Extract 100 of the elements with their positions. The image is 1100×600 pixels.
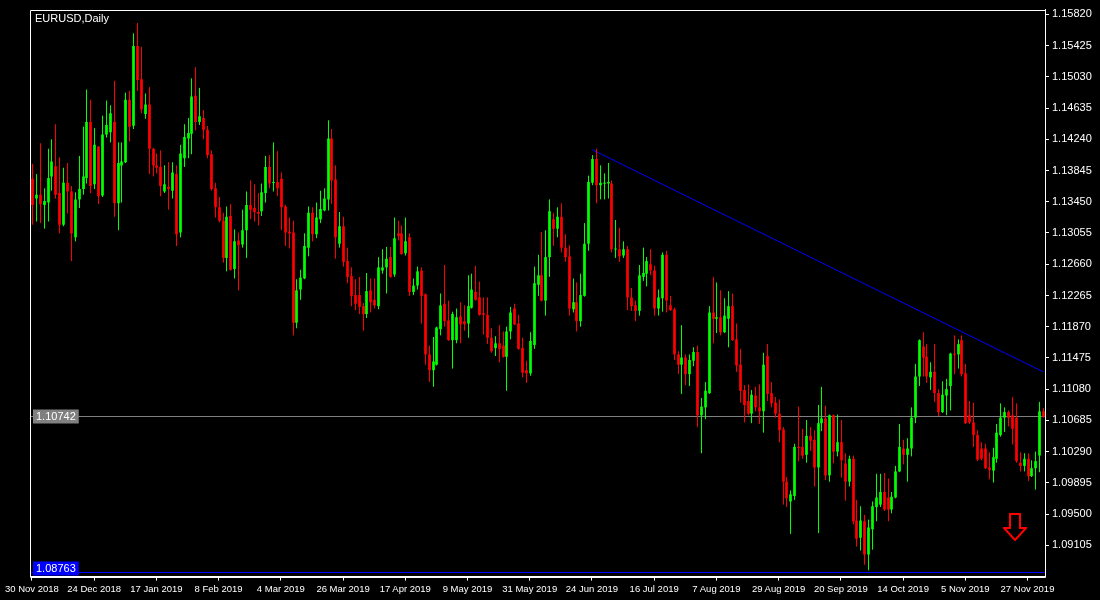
candlestick [859, 505, 862, 551]
candlestick [455, 308, 458, 344]
candlestick [879, 473, 882, 508]
candlestick [778, 398, 781, 443]
candlestick [1034, 451, 1037, 491]
y-tick-label: 1.11080 [1052, 382, 1091, 395]
candlestick [572, 277, 575, 313]
candlestick [747, 383, 750, 416]
candlestick [688, 353, 691, 387]
candlestick [152, 147, 155, 177]
x-tick-label: 24 Jun 2019 [565, 582, 619, 594]
candlestick [163, 164, 166, 194]
x-tick-label: 17 Jan 2019 [130, 582, 183, 594]
candlestick [428, 345, 431, 383]
candlestick [649, 248, 652, 276]
candlestick [404, 217, 407, 257]
candlestick [315, 202, 318, 239]
x-tick-label: 17 Apr 2019 [379, 582, 431, 594]
candlestick [941, 380, 944, 414]
candlestick [502, 330, 505, 359]
candlestick [607, 162, 610, 200]
candlestick [836, 413, 839, 457]
candlestick [35, 173, 38, 223]
candlestick [929, 361, 932, 391]
candlestick [840, 419, 843, 479]
candlestick [723, 297, 726, 334]
x-tick-label: 4 Mar 2019 [256, 582, 305, 594]
y-tick-label: 1.09500 [1052, 507, 1092, 520]
candlestick [715, 281, 718, 334]
candlestick [268, 154, 271, 189]
candlestick [478, 281, 481, 317]
x-tick-label: 8 Feb 2019 [194, 582, 243, 594]
y-tick-label: 1.13055 [1052, 226, 1092, 239]
candlestick [599, 164, 602, 200]
candlestick [198, 87, 201, 126]
candlestick [105, 100, 108, 139]
candlestick [389, 246, 392, 279]
y-tick-label: 1.12660 [1052, 257, 1092, 270]
y-tick-label: 1.11870 [1052, 319, 1091, 332]
candlestick [883, 472, 886, 512]
candlestick [369, 277, 372, 313]
candlestick [311, 206, 314, 242]
candlestick [937, 388, 940, 417]
candlestick [144, 92, 147, 120]
x-tick-label: 7 Aug 2019 [692, 582, 741, 594]
candlestick [463, 304, 466, 332]
x-tick-label: 27 Nov 2019 [1000, 582, 1055, 594]
candlestick [237, 232, 240, 291]
candlestick [385, 246, 388, 294]
x-tick-label: 29 Aug 2019 [751, 582, 806, 594]
candlestick [39, 142, 42, 224]
candlestick [299, 269, 302, 301]
y-tick-label: 1.14635 [1052, 101, 1092, 114]
candlestick [727, 290, 730, 348]
candlestick [482, 296, 485, 336]
candlestick [750, 389, 753, 424]
y-tick-label: 1.10290 [1052, 444, 1092, 457]
candlestick [906, 437, 909, 483]
candlestick [1003, 406, 1006, 433]
ref-line-label: 1.08763 [36, 561, 76, 574]
candlestick [754, 386, 757, 412]
candlestick [805, 419, 808, 464]
candlestick [494, 335, 497, 357]
candlestick [575, 281, 578, 332]
candlestick [603, 172, 606, 200]
candlestick [365, 272, 368, 319]
candlestick [249, 179, 252, 220]
candlestick [78, 155, 81, 209]
candlestick [700, 397, 703, 454]
y-tick-label: 1.11475 [1052, 350, 1091, 363]
candlestick [486, 296, 489, 345]
y-tick-label: 1.09895 [1052, 475, 1092, 488]
candlestick [400, 224, 403, 256]
candlestick [871, 500, 874, 551]
candlestick [902, 439, 905, 465]
y-tick-label: 1.15030 [1052, 69, 1092, 82]
candlestick [988, 451, 991, 480]
candlestick [1019, 451, 1022, 472]
y-tick-label: 1.10685 [1052, 413, 1092, 426]
candlestick [257, 192, 260, 226]
candlestick [513, 303, 516, 326]
candlestick [490, 327, 493, 354]
candlestick [774, 396, 777, 419]
candlestick [758, 383, 761, 425]
y-tick-label: 1.15425 [1052, 38, 1092, 51]
candlestick [109, 104, 112, 143]
candlestick [167, 161, 170, 211]
candlestick [447, 300, 450, 342]
x-tick-label: 30 Nov 2018 [5, 582, 59, 594]
candlestick [630, 287, 633, 312]
candlestick [358, 276, 361, 315]
candlestick [984, 443, 987, 470]
y-tick-label: 1.09105 [1052, 538, 1092, 551]
candlestick [677, 350, 680, 375]
candlestick [680, 324, 683, 395]
candlestick [171, 161, 174, 200]
candlestick [933, 343, 936, 403]
candlestick [354, 278, 357, 311]
candlestick [241, 209, 244, 249]
candlestick [887, 478, 890, 522]
